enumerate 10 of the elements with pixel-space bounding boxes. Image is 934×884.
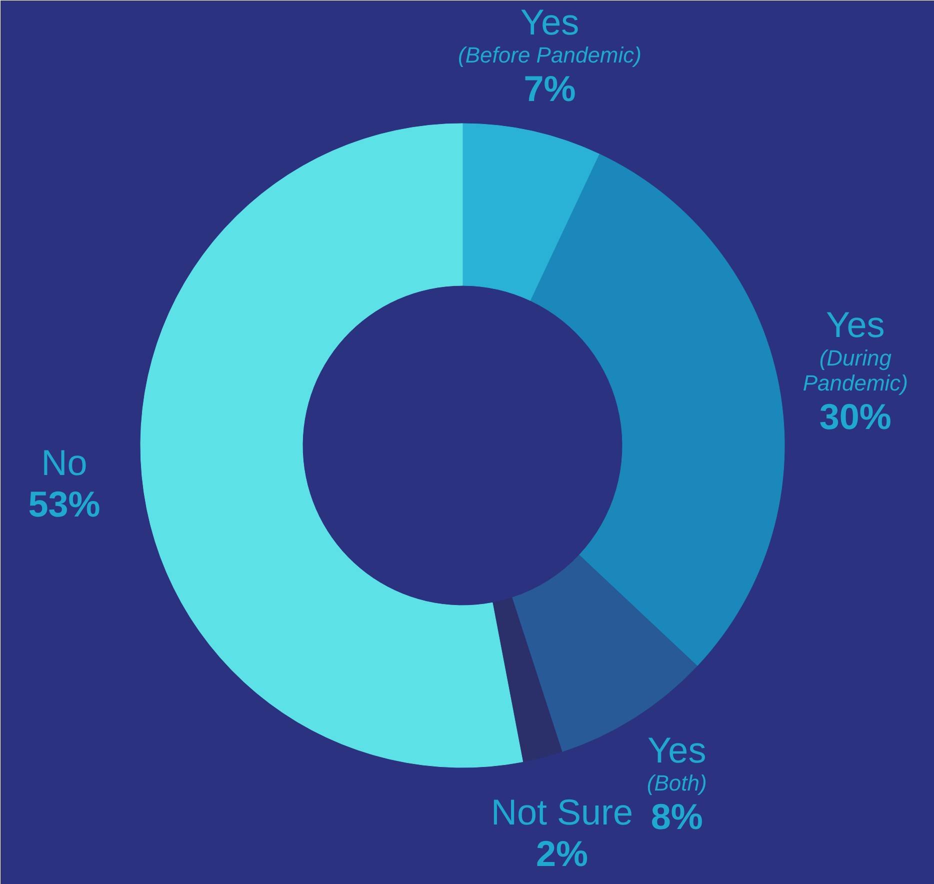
slice-label: No [41,442,88,483]
data-label: 2% [536,833,588,874]
data-label: 30% [819,396,892,438]
slice-label: Yes (During Pandemic) [802,304,908,396]
slice-label: Yes (Both) [646,729,707,796]
slice-label: Not Sure [490,792,634,833]
data-label: 53% [28,483,100,524]
data-label: 7% [524,68,576,109]
slice-label: Yes (Before Pandemic) [458,1,642,68]
data-label: 8% [650,796,703,838]
